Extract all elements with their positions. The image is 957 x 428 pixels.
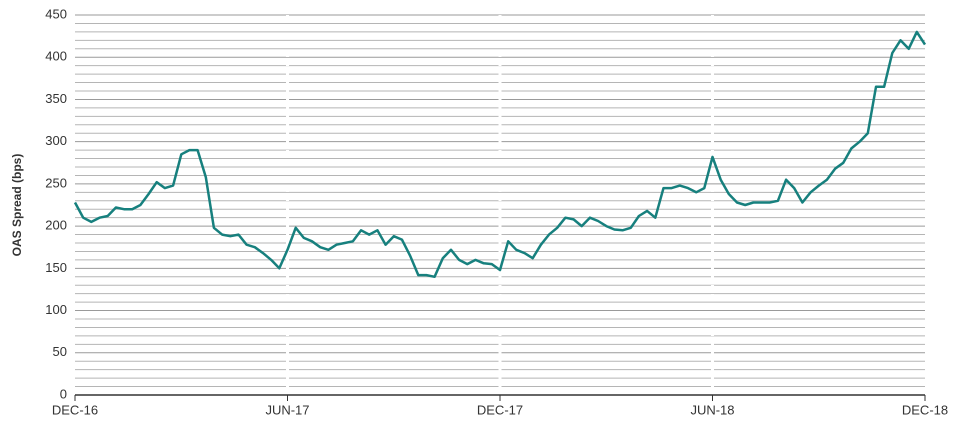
y-tick-label: 200: [45, 218, 67, 233]
y-tick-label: 450: [45, 6, 67, 21]
y-tick-label: 100: [45, 302, 67, 317]
line: [73, 30, 927, 279]
y-tick-label: 350: [45, 91, 67, 106]
x-tick-label: JUN-18: [690, 402, 734, 417]
y-tick-label: 50: [53, 344, 67, 359]
y-tick-label: 150: [45, 260, 67, 275]
y-tick-label: 300: [45, 133, 67, 148]
x-tick-label: DEC-18: [902, 402, 948, 417]
y-tick-label: 250: [45, 175, 67, 190]
x-tick-label: DEC-17: [477, 402, 523, 417]
y-tick-label: 0: [60, 386, 67, 401]
x-tick-label: DEC-16: [52, 402, 98, 417]
y-tick-label: 400: [45, 49, 67, 64]
y-axis-label: OAS Spread (bps): [10, 154, 24, 257]
x-tick-label: JUN-17: [265, 402, 309, 417]
